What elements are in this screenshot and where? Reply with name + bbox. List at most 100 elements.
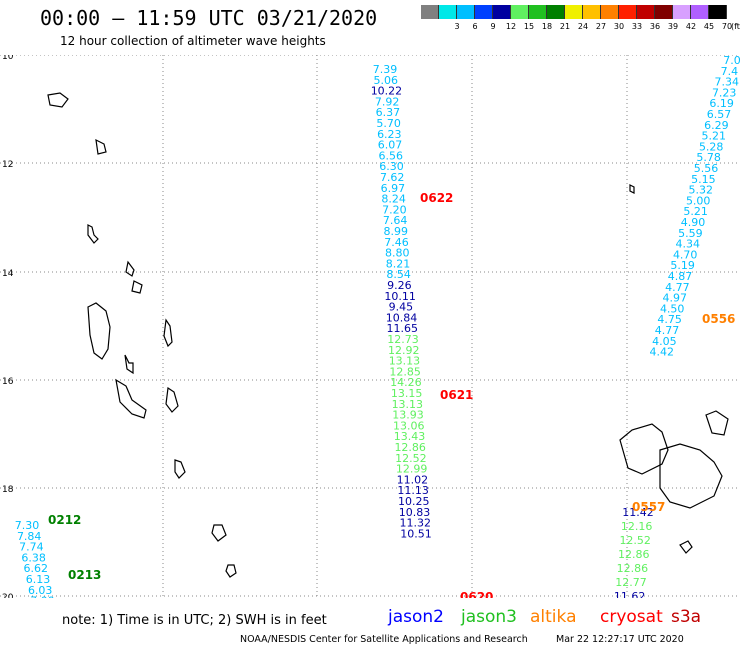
island-outline bbox=[679, 540, 693, 554]
swh-value: 11.42 bbox=[622, 506, 654, 519]
scale-label: 45 bbox=[703, 22, 715, 31]
scale-label: 6 bbox=[472, 22, 478, 31]
page-subtitle: 12 hour collection of altimeter wave hei… bbox=[60, 34, 326, 48]
island-outline bbox=[95, 138, 107, 155]
swh-value: 8.24 bbox=[381, 193, 406, 206]
island-outline bbox=[225, 564, 237, 578]
swh-value: 7.34 bbox=[715, 76, 740, 89]
pass-time-label: 0557 bbox=[632, 500, 665, 514]
scale-label: 24 bbox=[577, 22, 589, 31]
swh-value: 11.13 bbox=[397, 484, 429, 497]
island-outline bbox=[87, 302, 111, 360]
swh-value: 6.03 bbox=[28, 584, 53, 597]
scale-label: 30 bbox=[613, 22, 625, 31]
swh-value: 4.87 bbox=[668, 270, 693, 283]
scale-swatch bbox=[529, 5, 547, 19]
swh-value: 12.86 bbox=[618, 548, 650, 561]
swh-value: 6.13 bbox=[26, 573, 51, 586]
swh-value: 7.00 bbox=[30, 595, 55, 598]
scale-label: 39 bbox=[667, 22, 679, 31]
swh-value: 10.83 bbox=[399, 506, 431, 519]
swh-value: 9.45 bbox=[389, 301, 414, 314]
island-outline bbox=[659, 443, 723, 509]
scale-unit: (ft) bbox=[730, 22, 740, 31]
scale-label: 9 bbox=[490, 22, 496, 31]
swh-value: 7.39 bbox=[373, 63, 398, 76]
swh-value: 7.0 bbox=[723, 55, 740, 67]
swh-value: 12.86 bbox=[617, 562, 649, 575]
scale-swatch bbox=[619, 5, 637, 19]
swh-value: 12.99 bbox=[396, 463, 428, 476]
scale-swatch bbox=[457, 5, 475, 19]
swh-value: 7.23 bbox=[712, 86, 737, 99]
swh-value: 6.23 bbox=[377, 128, 402, 141]
swh-value: 12.85 bbox=[389, 365, 421, 378]
scale-swatch bbox=[511, 5, 529, 19]
island-outline bbox=[87, 224, 99, 244]
scale-label: 42 bbox=[685, 22, 697, 31]
swh-value: 12.73 bbox=[387, 333, 419, 346]
scale-swatch bbox=[637, 5, 655, 19]
island-outline bbox=[163, 318, 173, 348]
scale-swatch bbox=[655, 5, 673, 19]
swh-value: 11.02 bbox=[397, 473, 429, 486]
lat-label: 12 bbox=[2, 160, 13, 170]
pass-time-label: 0556 bbox=[702, 312, 735, 326]
lat-label: 20 bbox=[2, 593, 14, 598]
pass-time-label: 0622 bbox=[420, 191, 453, 205]
swh-value: 6.29 bbox=[704, 119, 729, 132]
swh-value: 12.86 bbox=[394, 441, 426, 454]
scale-label: 27 bbox=[595, 22, 607, 31]
swh-value: 8.80 bbox=[385, 247, 410, 260]
legend-cryosat: cryosat bbox=[600, 607, 663, 627]
swh-value: 4.77 bbox=[655, 324, 680, 337]
swh-value: 11.62 bbox=[614, 590, 646, 598]
scale-label: 21 bbox=[559, 22, 571, 31]
swh-value: 7.30 bbox=[15, 519, 40, 532]
swh-value: 7.74 bbox=[19, 541, 44, 554]
swh-value: 5.70 bbox=[376, 117, 401, 130]
swh-value: 5.56 bbox=[694, 162, 719, 175]
swh-value: 12.52 bbox=[395, 452, 427, 465]
swh-value: 12.92 bbox=[388, 344, 420, 357]
swh-value: 13.43 bbox=[394, 430, 426, 443]
swh-value: 7.62 bbox=[380, 171, 405, 184]
swh-value: 6.07 bbox=[378, 139, 403, 152]
swh-value: 7.92 bbox=[375, 95, 400, 108]
page-title: 00:00 – 11:59 UTC 03/21/2020 bbox=[40, 6, 378, 30]
generated-timestamp: Mar 22 12:27:17 UTC 2020 bbox=[556, 634, 684, 645]
swh-value: 12.77 bbox=[615, 576, 647, 589]
map-canvas[interactable]: 1012141618201651681711741777.395.0610.22… bbox=[0, 52, 740, 610]
swh-value: 5.21 bbox=[683, 205, 708, 218]
swh-value: 13.15 bbox=[391, 387, 423, 400]
scale-label: 70 bbox=[721, 22, 733, 31]
swh-value: 11.65 bbox=[387, 322, 419, 335]
swh-value: 6.19 bbox=[709, 97, 734, 110]
swh-value: 12.16 bbox=[621, 520, 653, 533]
swh-value: 6.56 bbox=[379, 149, 404, 162]
island-outline bbox=[174, 459, 186, 479]
scale-swatch bbox=[691, 5, 709, 19]
pass-time-label: 0212 bbox=[48, 513, 81, 527]
legend-s3a: s3a bbox=[671, 607, 702, 627]
island-outline bbox=[629, 184, 635, 194]
swh-value: 8.99 bbox=[384, 225, 409, 238]
island-outline bbox=[125, 260, 135, 277]
scale-swatch bbox=[493, 5, 511, 19]
swh-value: 4.97 bbox=[663, 292, 688, 305]
scale-swatch bbox=[475, 5, 493, 19]
swh-value: 5.15 bbox=[691, 173, 716, 186]
scale-label: 18 bbox=[541, 22, 553, 31]
swh-value: 10.25 bbox=[398, 495, 430, 508]
pass-time-label: 0621 bbox=[440, 388, 473, 402]
swh-value: 14.26 bbox=[390, 376, 422, 389]
swh-value: 5.28 bbox=[699, 140, 724, 153]
swh-value: 10.22 bbox=[371, 85, 403, 98]
map-plot[interactable]: 1012141618201651681711741777.395.0610.22… bbox=[0, 52, 740, 610]
swh-value: 13.13 bbox=[389, 355, 421, 368]
credit-text: NOAA/NESDIS Center for Satellite Applica… bbox=[240, 634, 528, 645]
lat-label: 18 bbox=[2, 485, 14, 495]
swh-value: 10.51 bbox=[400, 527, 432, 540]
swh-value: 4.75 bbox=[657, 313, 682, 326]
island-outline bbox=[131, 280, 143, 294]
